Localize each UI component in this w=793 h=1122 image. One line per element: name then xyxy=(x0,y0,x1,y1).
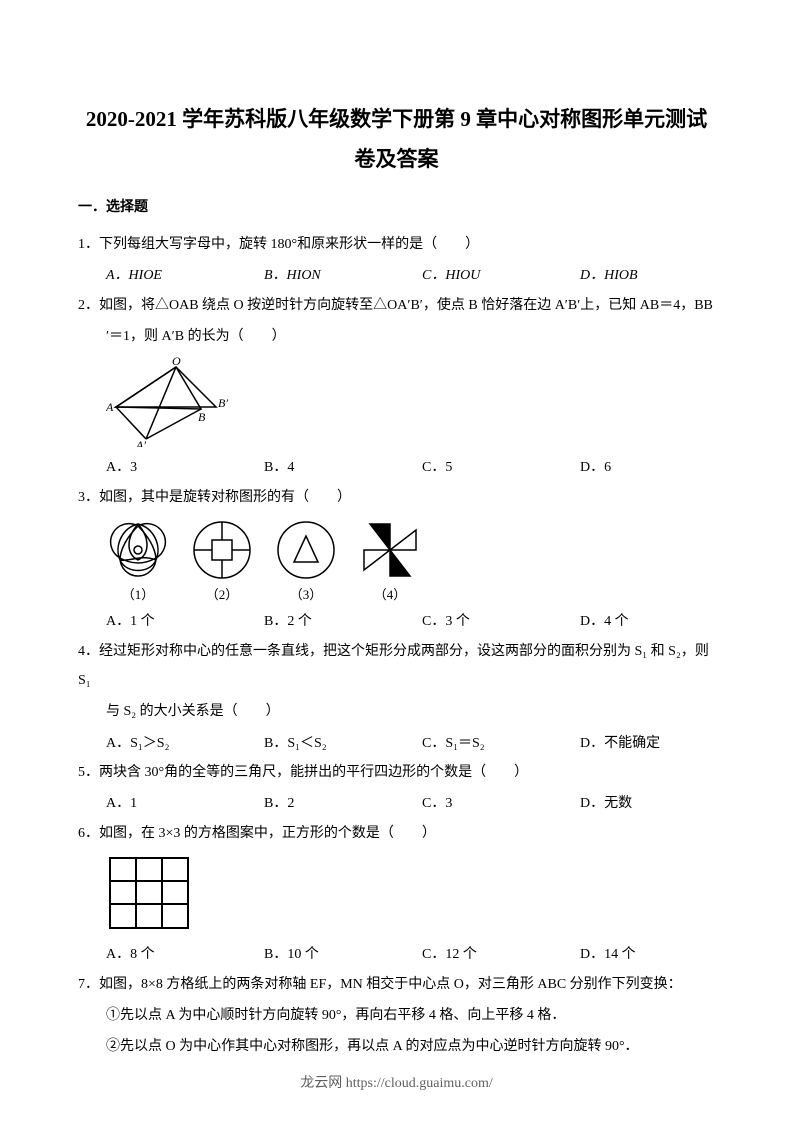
svg-text:O: O xyxy=(172,357,181,368)
q5-optC: C．3 xyxy=(422,789,580,818)
q6-optB: B．10 个 xyxy=(264,940,422,969)
question-1: 1．下列每组大写字母中，旋转 180°和原来形状一样的是（ ） xyxy=(78,230,715,259)
svg-text:A′: A′ xyxy=(135,438,146,447)
q4-optB: B．S₁＜S₂ xyxy=(264,729,422,758)
question-2-line1: 2．如图，将△OAB 绕点 O 按逆时针方向旋转至△OA′B′，使点 B 恰好落… xyxy=(78,291,715,320)
q5-optD: D．无数 xyxy=(580,789,738,818)
q6-figure xyxy=(78,854,715,934)
q1-optB: B．HION xyxy=(264,261,422,290)
question-7-sub2: ②先以点 O 为中心作其中心对称图形，再以点 A 的对应点为中心逆时针方向旋转 … xyxy=(78,1032,715,1061)
title-line2: 卷及答案 xyxy=(78,140,715,180)
q3-optD: D．4 个 xyxy=(580,607,738,636)
q3-label3: （3） xyxy=(274,584,338,603)
svg-text:B: B xyxy=(198,410,206,424)
q1-options: A．HIOE B．HION C．HIOU D．HIOB xyxy=(78,261,715,290)
question-7: 7．如图，8×8 方格纸上的两条对称轴 EF，MN 相交于中心点 O，对三角形 … xyxy=(78,970,715,999)
page-footer: 龙云网 https://cloud.guaimu.com/ xyxy=(0,1072,793,1092)
q1-optC: C．HIOU xyxy=(422,261,580,290)
q1-optA: A．HIOE xyxy=(106,261,264,290)
q3-figures: （1） （2） （3） （4） xyxy=(78,518,715,603)
q3-optC: C．3 个 xyxy=(422,607,580,636)
page-title: 2020-2021 学年苏科版八年级数学下册第 9 章中心对称图形单元测试 卷及… xyxy=(78,100,715,180)
q6-options: A．8 个 B．10 个 C．12 个 D．14 个 xyxy=(78,940,715,969)
q1-optD: D．HIOB xyxy=(580,261,738,290)
q6-optC: C．12 个 xyxy=(422,940,580,969)
q4-options: A．S₁＞S₂ B．S₁＜S₂ C．S₁＝S₂ D．不能确定 xyxy=(78,729,715,758)
q4-optA: A．S₁＞S₂ xyxy=(106,729,264,758)
q2-optB: B．4 xyxy=(264,453,422,482)
question-4-line2: 与 S₂ 的大小关系是（ ） xyxy=(78,697,715,726)
question-4-line1: 4．经过矩形对称中心的任意一条直线，把这个矩形分成两部分，设这两部分的面积分别为… xyxy=(78,637,715,696)
question-6: 6．如图，在 3×3 的方格图案中，正方形的个数是（ ） xyxy=(78,819,715,848)
q2-figure: O A B B′ A′ xyxy=(78,357,715,447)
q3-fig4: （4） xyxy=(358,518,422,603)
q5-optB: B．2 xyxy=(264,789,422,818)
q2-optC: C．5 xyxy=(422,453,580,482)
q6-optA: A．8 个 xyxy=(106,940,264,969)
q2-options: A．3 B．4 C．5 D．6 xyxy=(78,453,715,482)
q3-label1: （1） xyxy=(106,584,170,603)
q6-optD: D．14 个 xyxy=(580,940,738,969)
q3-fig3: （3） xyxy=(274,518,338,603)
svg-text:B′: B′ xyxy=(218,396,228,410)
q2-optD: D．6 xyxy=(580,453,738,482)
title-line1: 2020-2021 学年苏科版八年级数学下册第 9 章中心对称图形单元测试 xyxy=(78,100,715,140)
q3-optB: B．2 个 xyxy=(264,607,422,636)
question-2-line2: ′＝1，则 A′B 的长为（ ） xyxy=(78,322,715,351)
q3-label2: （2） xyxy=(190,584,254,603)
q3-optA: A．1 个 xyxy=(106,607,264,636)
question-3: 3．如图，其中是旋转对称图形的有（ ） xyxy=(78,483,715,512)
q3-label4: （4） xyxy=(358,584,422,603)
q2-optA: A．3 xyxy=(106,453,264,482)
section-header: 一．选择题 xyxy=(78,196,715,216)
q4-optD: D．不能确定 xyxy=(580,729,738,758)
q3-options: A．1 个 B．2 个 C．3 个 D．4 个 xyxy=(78,607,715,636)
q5-optA: A．1 xyxy=(106,789,264,818)
q3-fig1: （1） xyxy=(106,518,170,603)
question-5: 5．两块含 30°角的全等的三角尺，能拼出的平行四边形的个数是（ ） xyxy=(78,758,715,787)
question-7-sub1: ①先以点 A 为中心顺时针方向旋转 90°，再向右平移 4 格、向上平移 4 格… xyxy=(78,1001,715,1030)
svg-text:A: A xyxy=(106,400,114,414)
q4-optC: C．S₁＝S₂ xyxy=(422,729,580,758)
q3-fig2: （2） xyxy=(190,518,254,603)
q5-options: A．1 B．2 C．3 D．无数 xyxy=(78,789,715,818)
